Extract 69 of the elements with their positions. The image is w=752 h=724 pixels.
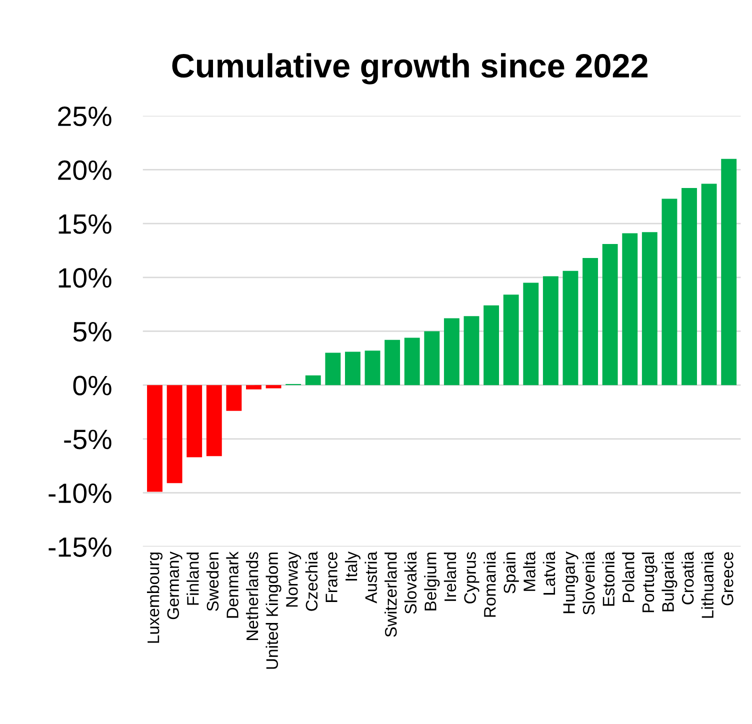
x-tick-label: Norway xyxy=(286,552,302,607)
x-tick-label: Greece xyxy=(722,552,734,606)
y-tick-label: -5% xyxy=(64,430,112,450)
x-tick-label: Czechia xyxy=(305,551,318,611)
bar xyxy=(523,282,539,386)
bar xyxy=(503,294,519,386)
bar xyxy=(206,385,222,456)
x-tick-label: Germany xyxy=(167,552,182,620)
x-tick-label: Netherlands xyxy=(246,552,258,640)
bar xyxy=(305,375,321,386)
y-tick-label: 20% xyxy=(58,160,112,180)
bar xyxy=(344,352,360,386)
bar xyxy=(147,385,162,492)
x-tick-label: Lithuania xyxy=(701,551,714,618)
bar xyxy=(364,350,380,386)
bar xyxy=(701,184,717,386)
bar xyxy=(721,158,737,386)
bar xyxy=(266,385,282,388)
x-tick-label: Bulgaria xyxy=(662,551,678,612)
x-tick-label: Cyprus xyxy=(464,552,480,604)
x-tick-label: Luxembourg xyxy=(146,552,163,643)
bar xyxy=(384,340,400,386)
x-tick-label: Malta xyxy=(523,551,536,591)
x-tick-label: Latvia xyxy=(542,551,556,595)
bar xyxy=(484,305,500,386)
x-tick-label: Hungary xyxy=(563,552,578,614)
y-tick-label: 25% xyxy=(58,106,112,126)
x-tick-label: Switzerland xyxy=(384,552,397,637)
x-tick-label: Austria xyxy=(364,551,377,604)
bar xyxy=(325,352,341,386)
bar xyxy=(582,258,598,386)
x-tick-label: United Kingdom xyxy=(266,552,282,669)
x-tick-label: Romania xyxy=(484,551,496,617)
x-tick-label: Estonia xyxy=(602,551,615,606)
bar xyxy=(542,276,558,386)
x-tick-label: Croatia xyxy=(681,551,694,604)
x-tick-label: Spain xyxy=(503,552,519,594)
bar xyxy=(186,385,202,458)
x-tick-label: Denmark xyxy=(226,551,238,618)
x-tick-label: France xyxy=(326,552,338,602)
x-tick-label: Italy xyxy=(344,552,360,581)
bar xyxy=(226,385,242,411)
bar xyxy=(246,385,262,390)
bar xyxy=(602,244,618,386)
y-tick-label: -10% xyxy=(48,483,112,504)
y-tick-label: 5% xyxy=(73,322,112,342)
bar xyxy=(682,188,697,386)
x-tick-label: Sweden xyxy=(206,552,219,611)
x-tick-label: Slovakia xyxy=(404,551,417,614)
x-tick-label: Ireland xyxy=(444,552,456,601)
bar xyxy=(642,232,658,386)
y-tick-label: 15% xyxy=(58,214,112,234)
bar xyxy=(622,233,638,386)
x-tick-label: Belgium xyxy=(424,552,440,610)
y-tick-label: 10% xyxy=(58,268,112,288)
bar xyxy=(464,316,480,386)
y-tick-label: 0% xyxy=(73,376,112,396)
bar xyxy=(424,331,440,386)
x-tick-label: Poland xyxy=(622,552,634,602)
x-tick-label: Finland xyxy=(186,552,199,605)
bar xyxy=(444,318,460,386)
chart-title: Cumulative growth since 2022 xyxy=(172,53,648,84)
x-tick-label: Portugal xyxy=(642,552,658,612)
bar xyxy=(166,385,182,484)
bar xyxy=(404,338,420,386)
x-tick-label: Slovenia xyxy=(582,551,595,615)
bar xyxy=(662,198,678,386)
y-tick-label: -15% xyxy=(48,537,112,557)
bar xyxy=(562,270,578,386)
